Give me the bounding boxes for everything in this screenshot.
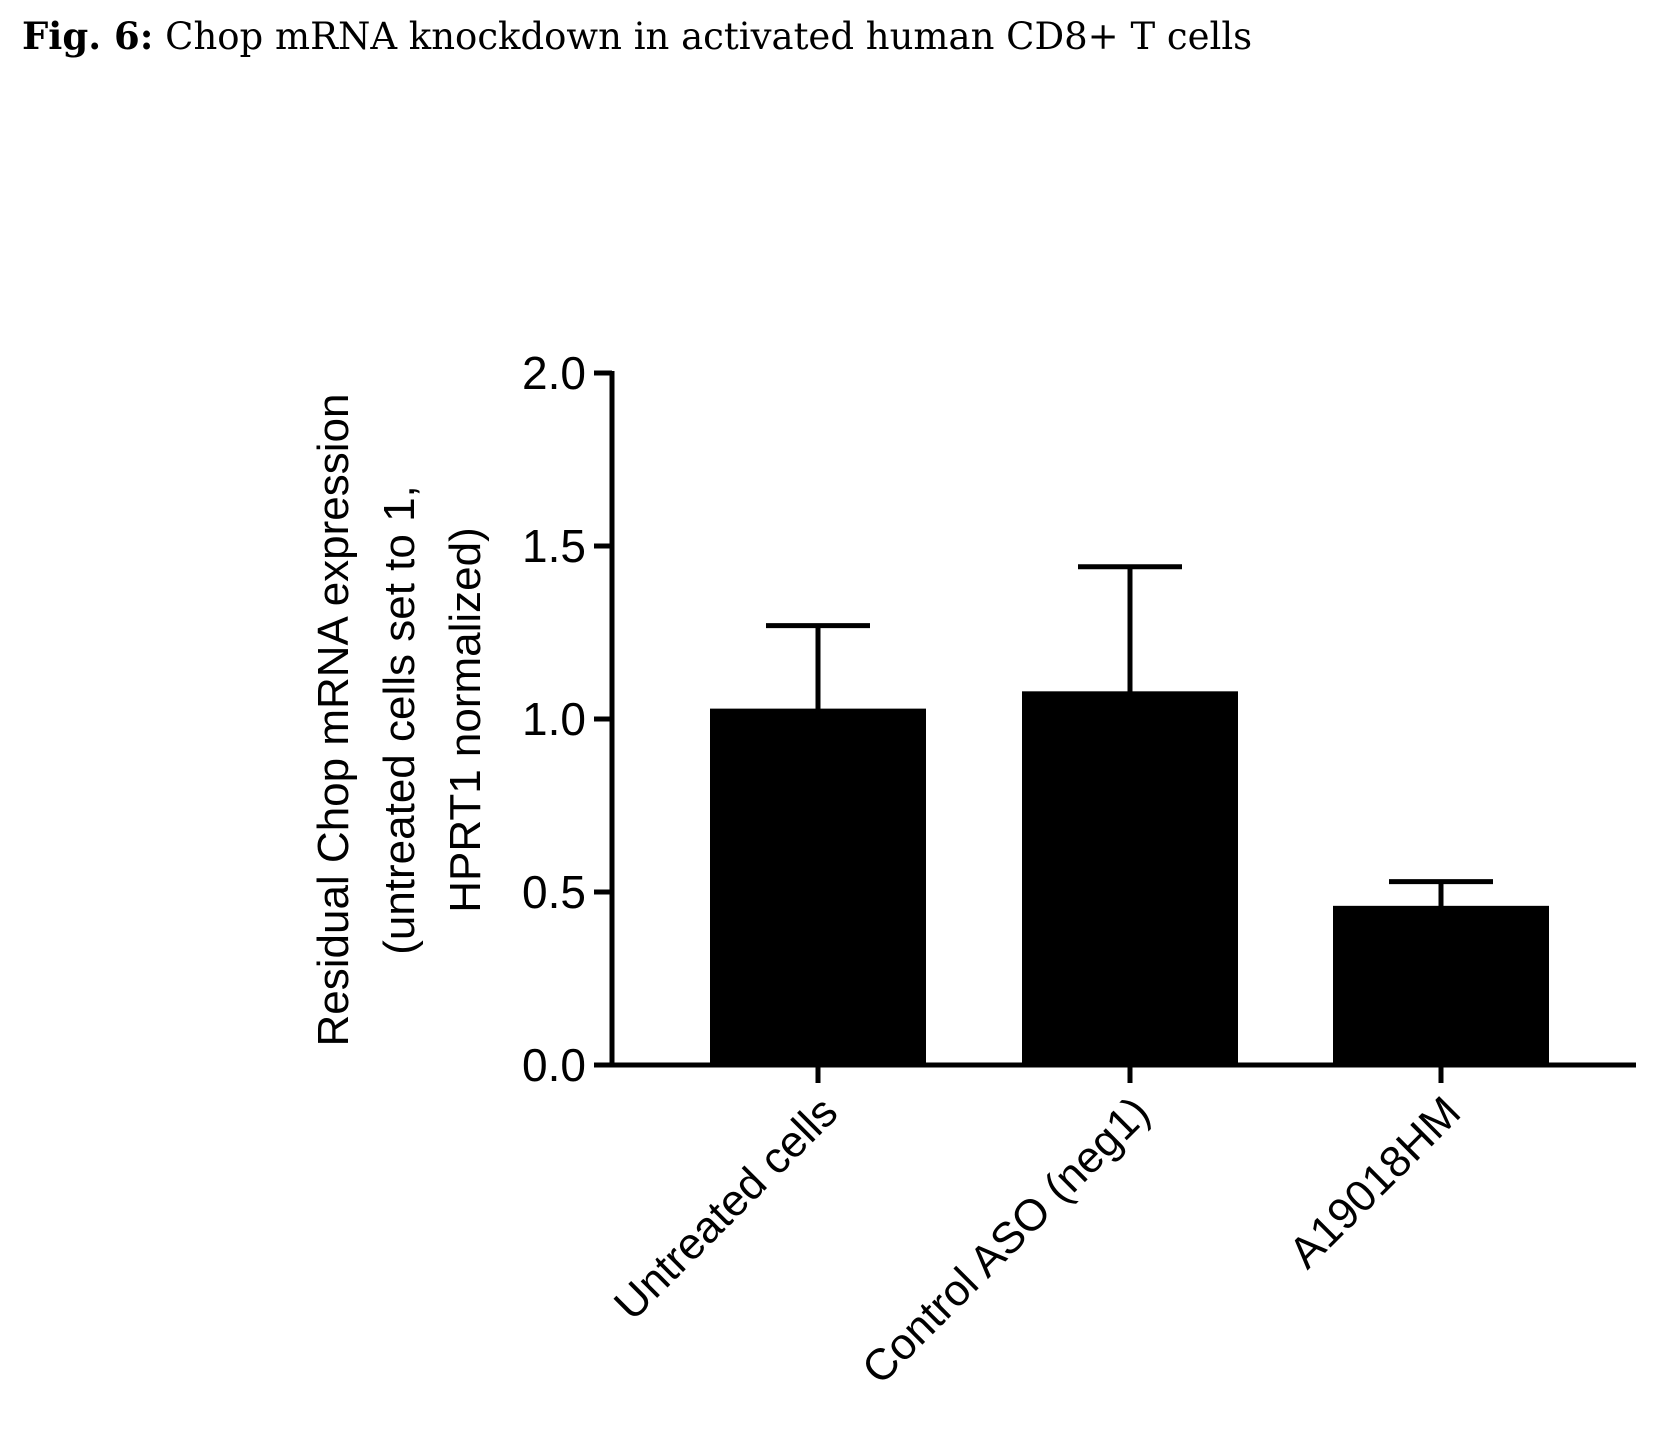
y-tick-label-3: 1.0 <box>522 693 586 745</box>
error-bars <box>766 564 1493 907</box>
figure-caption: Chop mRNA knockdown in activated human C… <box>165 15 1253 58</box>
y-tick-label-5: 2.0 <box>522 347 586 399</box>
y-tick-label-4: 1.5 <box>522 520 586 572</box>
bar-1 <box>710 708 926 1065</box>
x-category-label-2: Control ASO (neg1) <box>853 1087 1159 1393</box>
x-category-label-1: Untreated cells <box>605 1087 847 1329</box>
y-tick-label-1: 0.0 <box>522 1039 586 1091</box>
x-category-label-3: A19018HM <box>1280 1087 1470 1277</box>
bars <box>710 691 1549 1065</box>
y-tick-label-2: 0.5 <box>522 866 586 918</box>
y-axis-label-line-1: Residual Chop mRNA expression <box>309 394 358 1047</box>
y-axis-label-line-3: HPRT1 normalized) <box>441 527 490 913</box>
bar-2 <box>1022 691 1238 1065</box>
y-axis-label-line-2: (untreated cells set to 1, <box>375 485 424 955</box>
bar-3 <box>1333 905 1549 1065</box>
figure-title: Fig. 6: Chop mRNA knockdown in activated… <box>22 14 1252 58</box>
y-axis-label: Residual Chop mRNA expression (untreated … <box>309 394 490 1047</box>
y-axis-ticks: 0.0 0.5 1.0 1.5 2.0 <box>522 347 612 1091</box>
figure-label: Fig. 6: <box>22 14 154 58</box>
axes <box>609 371 1636 1068</box>
x-axis-categories: Untreated cells Control ASO (neg1) A19018H… <box>605 1065 1470 1394</box>
